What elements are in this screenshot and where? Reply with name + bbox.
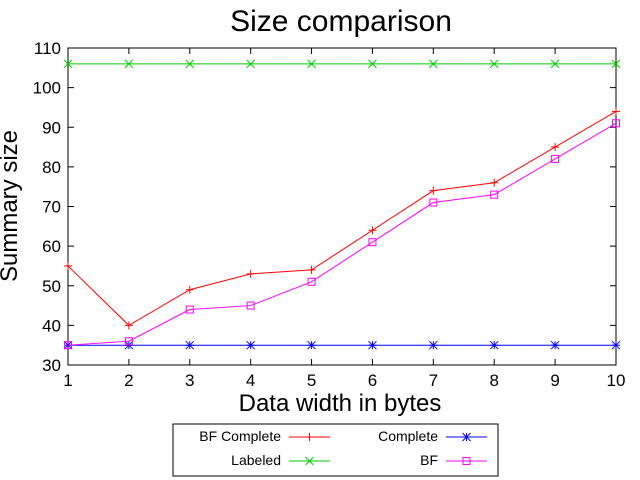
- data-point: [124, 337, 133, 346]
- series-line: [67, 122, 617, 346]
- data-point: [307, 265, 316, 274]
- y-tick-label: 110: [34, 39, 61, 58]
- x-tick-label: 6: [368, 371, 377, 390]
- data-point: [185, 340, 195, 350]
- data-point: [124, 321, 133, 330]
- data-point: [124, 59, 134, 69]
- data-point: [368, 238, 377, 247]
- data-point: [305, 433, 314, 441]
- series-bf-complete: [64, 107, 620, 330]
- data-point: [185, 59, 195, 69]
- y-tick-label: 100: [33, 79, 61, 98]
- legend-item: BF Complete: [199, 428, 330, 444]
- series-bf: [64, 119, 620, 350]
- data-point: [307, 340, 316, 350]
- plot-frame: [67, 47, 617, 366]
- data-point: [550, 340, 560, 350]
- data-point: [429, 186, 438, 195]
- data-point: [551, 154, 560, 163]
- data-point: [246, 59, 256, 69]
- data-point: [611, 59, 621, 69]
- series-line: [67, 110, 617, 326]
- data-point: [428, 340, 438, 350]
- y-tick-label: 30: [42, 356, 61, 375]
- x-tick-label: 10: [607, 371, 626, 390]
- x-tick-label: 8: [489, 371, 498, 390]
- legend-label: Complete: [378, 428, 438, 444]
- legend-label: BF Complete: [199, 428, 281, 444]
- data-point: [490, 190, 499, 199]
- data-point: [63, 59, 73, 69]
- data-point: [246, 340, 256, 350]
- x-tick-label: 4: [246, 371, 255, 390]
- data-point: [429, 198, 438, 207]
- x-axis-label: Data width in bytes: [239, 390, 442, 417]
- axis-ticks: 30 40 50 60 70 80 90 100 110 1 2 3 4 5 6 7 8 9 10: [33, 39, 626, 390]
- x-tick-label: 9: [550, 371, 559, 390]
- data-point: [305, 456, 314, 466]
- data-point: [462, 432, 471, 442]
- data-point: [368, 226, 377, 235]
- data-point: [550, 59, 560, 69]
- x-tick-label: 3: [185, 371, 194, 390]
- legend-label: Labeled: [231, 452, 281, 468]
- data-point: [551, 143, 560, 152]
- y-tick-label: 90: [42, 118, 61, 137]
- data-point: [64, 261, 72, 270]
- data-point: [489, 59, 499, 69]
- data-point: [612, 119, 620, 128]
- legend-label: BF: [420, 452, 438, 468]
- legend-box: [172, 423, 499, 477]
- data-point: [490, 178, 499, 187]
- data-point: [462, 457, 471, 465]
- legend: BF Complete Labeled Complete BF: [172, 423, 499, 477]
- data-point: [307, 59, 316, 69]
- data-point: [611, 340, 621, 350]
- data-point: [307, 277, 316, 286]
- x-tick-label: 5: [307, 371, 316, 390]
- data-point: [64, 341, 72, 350]
- x-tick-label: 1: [63, 371, 72, 390]
- series-complete: [63, 340, 621, 350]
- data-point: [185, 305, 194, 314]
- y-tick-label: 70: [42, 198, 61, 217]
- legend-item: Labeled: [231, 452, 330, 468]
- y-tick-label: 50: [42, 277, 61, 296]
- y-tick-label: 40: [42, 316, 61, 335]
- x-tick-label: 7: [429, 371, 438, 390]
- data-point: [185, 285, 194, 294]
- legend-item: Complete: [378, 428, 487, 444]
- data-point: [428, 59, 438, 69]
- chart-title: Size comparison: [230, 5, 452, 38]
- series-labeled: [63, 59, 621, 69]
- data-point: [246, 269, 255, 278]
- series-layer: [63, 59, 621, 350]
- data-point: [368, 340, 377, 350]
- data-point: [612, 107, 620, 116]
- data-point: [489, 340, 499, 350]
- y-axis-label: Summary size: [0, 130, 23, 282]
- data-point: [368, 59, 377, 69]
- legend-item: BF: [420, 452, 487, 468]
- x-tick-label: 2: [124, 371, 133, 390]
- y-tick-label: 80: [42, 158, 61, 177]
- y-tick-label: 60: [42, 237, 61, 256]
- data-point: [246, 301, 255, 310]
